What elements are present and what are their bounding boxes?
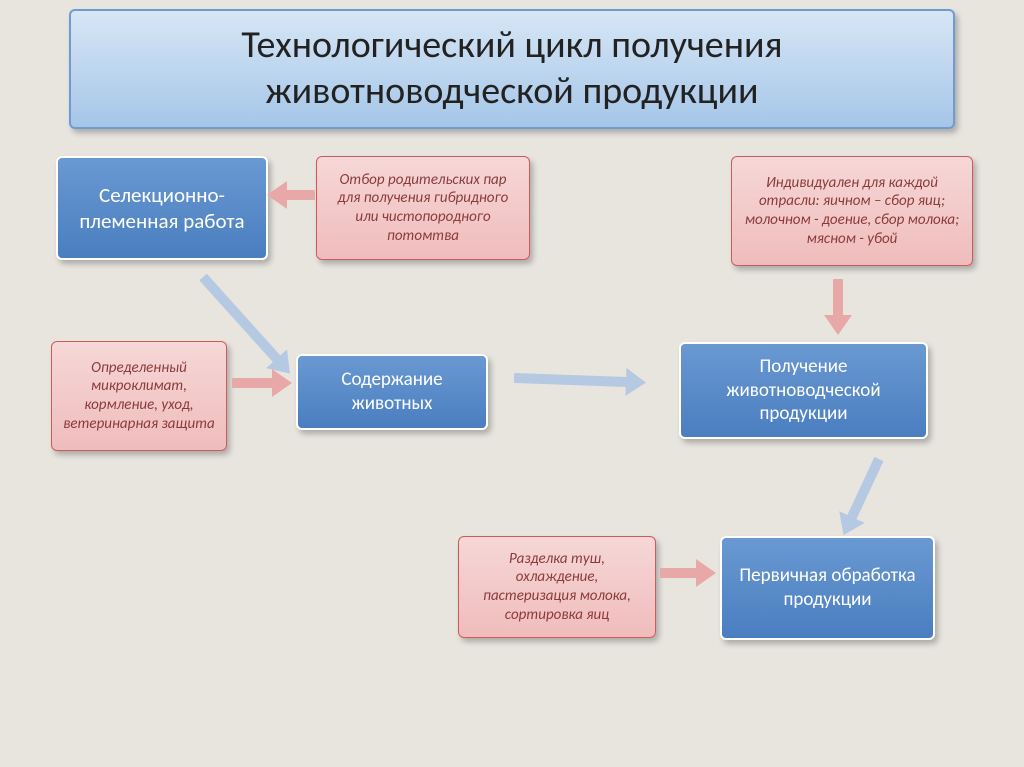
node-n8: Первичная обработка продукции	[720, 536, 935, 640]
arrow-5	[837, 453, 892, 528]
slide-title: Технологический цикл получения животново…	[69, 9, 955, 129]
node-label: Индивидуален для каждой отрасли: яичном …	[742, 174, 962, 249]
node-n6: Получение животноводческой продукции	[679, 342, 928, 439]
arrow-0	[281, 181, 315, 209]
arrow-2	[232, 369, 278, 397]
node-n7: Разделка туш, охлаждение, пастеризация м…	[458, 536, 656, 638]
node-label: Отбор родительских пар для получения гиб…	[327, 171, 519, 246]
node-label: Определенный микроклимат, кормление, ухо…	[62, 359, 216, 434]
node-n4: Определенный микроклимат, кормление, ухо…	[51, 341, 227, 451]
arrow-3	[514, 364, 633, 396]
node-label: Получение животноводческой продукции	[691, 355, 916, 426]
node-n2: Отбор родительских пар для получения гиб…	[316, 156, 530, 260]
node-label: Селекционно-племенная работа	[68, 182, 256, 235]
slide-title-text: Технологический цикл получения животново…	[85, 23, 939, 114]
node-n1: Селекционно-племенная работа	[56, 156, 268, 260]
node-n5: Содержание животных	[296, 354, 488, 430]
arrow-4	[824, 279, 852, 321]
arrow-6	[660, 559, 702, 587]
node-label: Первичная обработка продукции	[732, 564, 923, 612]
node-label: Содержание животных	[308, 368, 476, 416]
node-label: Разделка туш, охлаждение, пастеризация м…	[469, 550, 645, 625]
node-n3: Индивидуален для каждой отрасли: яичном …	[731, 156, 973, 266]
